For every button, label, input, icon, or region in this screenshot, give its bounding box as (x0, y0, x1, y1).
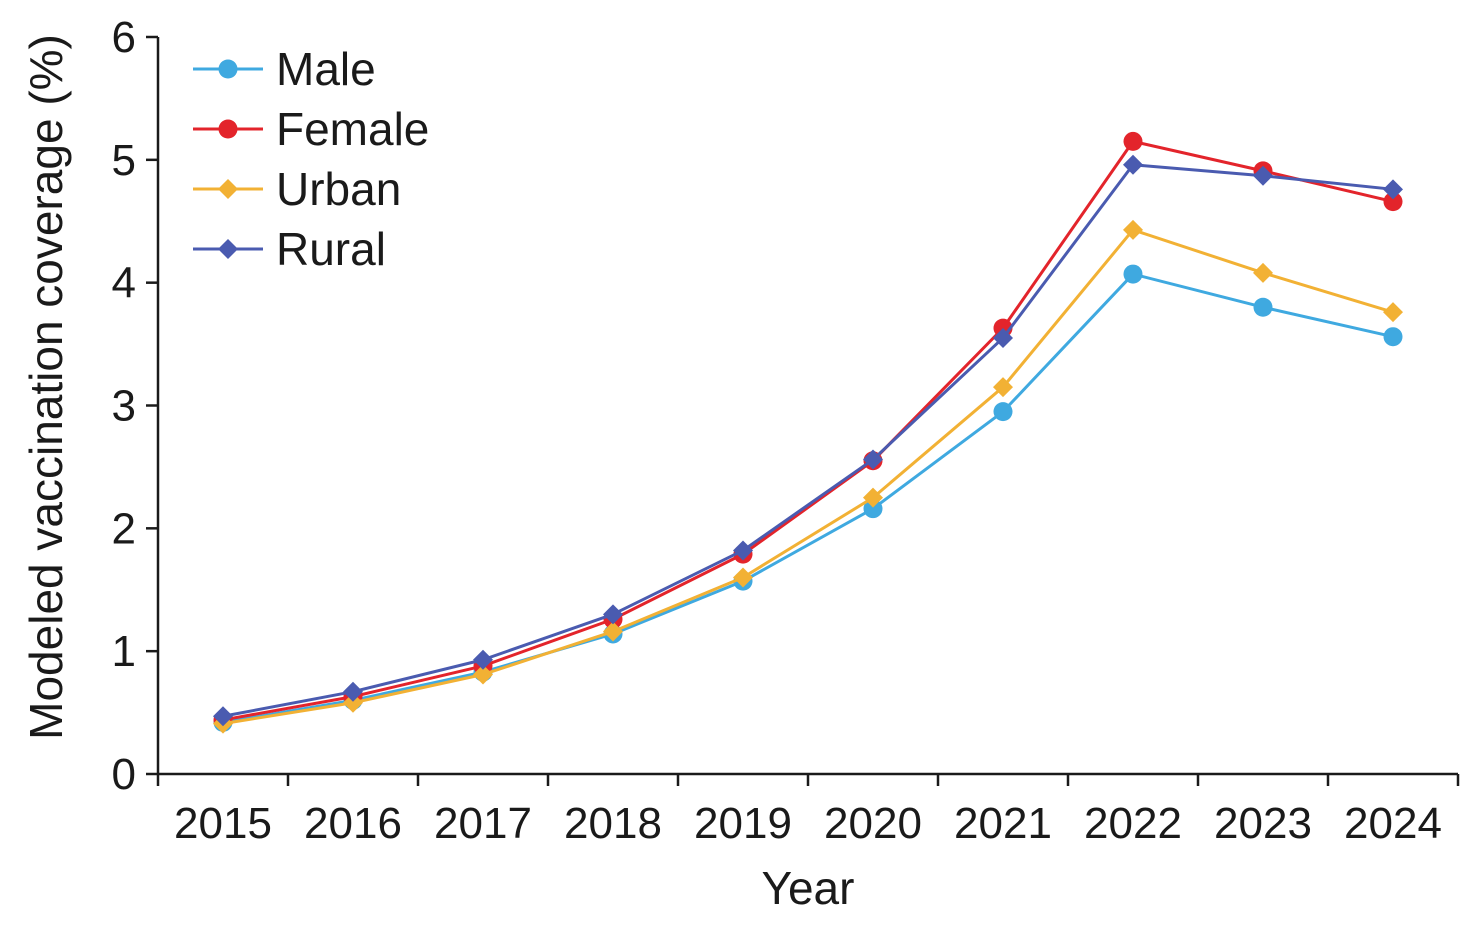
data-point-rural (343, 681, 363, 702)
data-point-male (1123, 264, 1143, 284)
data-point-rural (993, 327, 1013, 348)
y-tick-label: 4 (112, 259, 136, 308)
x-tick-label: 2016 (304, 799, 402, 848)
data-point-rural (473, 649, 493, 670)
series-line-urban (222, 228, 1394, 726)
legend-marker-urban (218, 179, 238, 199)
legend-marker-male (218, 59, 238, 79)
data-point-male (1383, 327, 1403, 347)
y-tick-label: 2 (112, 504, 136, 553)
data-point-rural (603, 604, 623, 625)
x-tick-label: 2019 (694, 799, 792, 848)
legend-label-rural: Rural (276, 223, 386, 275)
data-point-rural (863, 449, 883, 470)
data-point-urban (343, 692, 363, 713)
x-tick-label: 2017 (434, 799, 532, 848)
legend-label-male: Male (276, 43, 376, 95)
data-point-urban (473, 664, 493, 685)
x-axis-title: Year (762, 862, 855, 914)
data-point-rural (733, 540, 753, 561)
data-point-urban (733, 567, 753, 588)
legend: Male Female Urban Rural (193, 43, 429, 275)
x-tick-label: 2024 (1344, 799, 1442, 848)
data-point-male (863, 499, 883, 519)
series-line-male (222, 272, 1394, 724)
x-tick-label: 2022 (1084, 799, 1182, 848)
data-point-female (1123, 131, 1143, 151)
legend-marker-rural (218, 239, 238, 259)
data-point-rural (1383, 179, 1403, 200)
x-tick-label: 2023 (1214, 799, 1312, 848)
x-tick-label: 2015 (174, 799, 272, 848)
data-point-rural (213, 706, 233, 727)
x-axis-ticks: 2015 2016 2017 2018 2019 2020 2021 2022 2023 2024 (156, 774, 1460, 848)
data-point-urban (1383, 302, 1403, 323)
legend-item-rural: Rural (193, 223, 386, 275)
y-tick-label: 3 (112, 382, 136, 431)
y-axis-ticks: 0 1 2 3 4 5 6 (112, 13, 158, 799)
data-point-rural (1253, 165, 1273, 186)
legend-label-urban: Urban (276, 163, 401, 215)
y-tick-label: 0 (112, 750, 136, 799)
legend-item-urban: Urban (193, 163, 401, 215)
series-line-rural (222, 163, 1394, 718)
x-tick-label: 2018 (564, 799, 662, 848)
x-tick-label: 2021 (954, 799, 1052, 848)
legend-marker-female (218, 119, 238, 139)
data-point-urban (603, 621, 623, 642)
data-point-male (993, 402, 1013, 422)
y-tick-label: 1 (112, 627, 136, 676)
data-point-urban (1253, 262, 1273, 283)
data-point-male (1253, 297, 1273, 317)
series-male (213, 264, 1403, 732)
data-point-female (1383, 192, 1403, 212)
y-axis-title: Modeled vaccination coverage (%) (20, 34, 72, 740)
y-tick-label: 5 (112, 136, 136, 185)
legend-item-male: Male (193, 43, 376, 95)
y-tick-label: 6 (112, 13, 136, 62)
data-point-urban (863, 487, 883, 508)
series-line-female (222, 139, 1394, 722)
data-point-urban (993, 377, 1013, 398)
legend-label-female: Female (276, 103, 429, 155)
data-point-urban (1123, 219, 1143, 240)
series-layer (213, 131, 1403, 734)
legend-item-female: Female (193, 103, 429, 155)
series-rural (213, 154, 1403, 727)
data-point-rural (1123, 154, 1143, 175)
x-tick-label: 2020 (824, 799, 922, 848)
series-female (213, 131, 1403, 730)
